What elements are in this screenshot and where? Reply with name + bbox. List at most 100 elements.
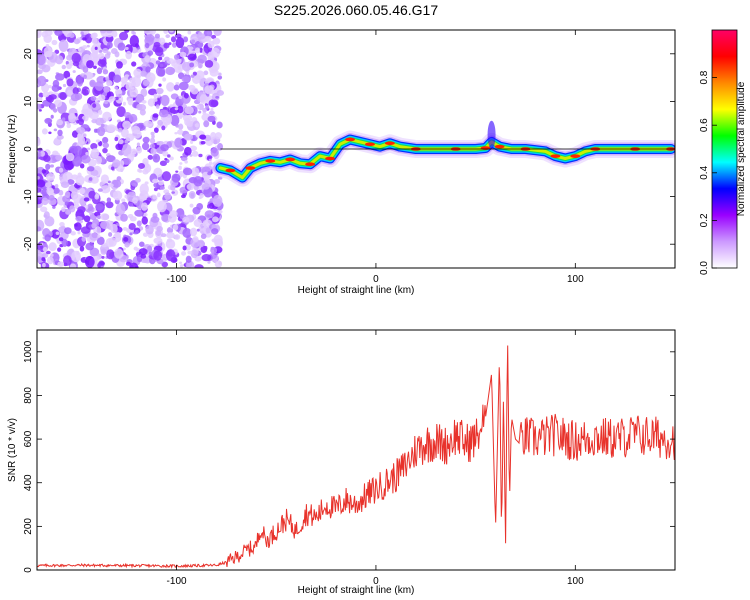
noise-blob xyxy=(161,125,166,131)
noise-blob xyxy=(37,151,42,158)
noise-blob xyxy=(216,121,223,129)
noise-blob xyxy=(162,150,169,157)
noise-blob xyxy=(61,64,67,70)
noise-blob xyxy=(102,47,109,54)
noise-blob xyxy=(66,89,73,96)
noise-blob xyxy=(83,197,90,202)
noise-blob xyxy=(171,191,176,194)
noise-blob xyxy=(52,187,60,194)
noise-blob xyxy=(172,224,179,231)
noise-blob xyxy=(160,233,167,238)
noise-blob xyxy=(94,194,100,200)
noise-blob xyxy=(81,236,87,242)
colorbar-tick-label: 0.6 xyxy=(699,118,710,132)
noise-blob xyxy=(153,187,158,192)
noise-blob xyxy=(155,104,160,109)
noise-blob xyxy=(150,216,160,223)
noise-blob xyxy=(164,192,172,200)
noise-blob xyxy=(115,222,120,226)
noise-blob xyxy=(186,71,190,76)
noise-blob xyxy=(46,256,54,265)
noise-blob xyxy=(85,242,95,251)
noise-blob xyxy=(90,176,99,184)
noise-blob xyxy=(102,69,109,75)
noise-blob xyxy=(150,147,157,155)
noise-blob xyxy=(198,110,202,114)
noise-blob xyxy=(178,81,189,91)
noise-blob xyxy=(207,204,211,209)
noise-blob xyxy=(57,247,62,252)
noise-blob xyxy=(135,177,141,183)
noise-blob xyxy=(149,143,156,149)
noise-blob xyxy=(79,163,85,169)
noise-blob xyxy=(112,191,118,198)
noise-blob xyxy=(131,30,135,35)
noise-blob xyxy=(37,169,42,174)
noise-blob xyxy=(210,132,217,139)
noise-blob xyxy=(41,128,48,135)
noise-blob xyxy=(182,228,192,238)
noise-blob xyxy=(143,30,154,35)
noise-blob xyxy=(138,193,147,202)
noise-blob xyxy=(207,155,213,160)
noise-blob xyxy=(201,254,212,262)
noise-blob xyxy=(91,52,99,59)
noise-blob xyxy=(214,132,222,140)
noise-blob xyxy=(66,78,74,87)
noise-blob xyxy=(197,239,205,248)
noise-blob xyxy=(127,97,134,106)
noise-blob xyxy=(114,248,124,259)
noise-blob xyxy=(150,131,155,136)
ridge-peak xyxy=(225,168,236,173)
noise-blob xyxy=(140,70,147,77)
noise-blob xyxy=(156,192,161,198)
noise-blob xyxy=(111,179,122,188)
noise-blob xyxy=(117,127,123,133)
noise-blob xyxy=(80,226,91,234)
noise-blob xyxy=(124,30,130,33)
noise-blob xyxy=(189,203,194,208)
noise-blob xyxy=(124,46,129,51)
noise-blob xyxy=(113,74,122,83)
snr-frame xyxy=(36,329,676,571)
noise-blob xyxy=(82,89,89,96)
noise-blob xyxy=(207,115,216,123)
noise-blob xyxy=(42,246,48,253)
noise-blob xyxy=(56,119,64,126)
noise-blob xyxy=(124,123,129,127)
noise-blob xyxy=(175,81,180,86)
noise-blob xyxy=(41,257,46,262)
noise-blob xyxy=(141,216,148,225)
colorbar-label: Normalized spectral amplitude xyxy=(736,81,747,216)
noise-blob xyxy=(208,161,213,166)
noise-blob xyxy=(200,140,206,145)
noise-blob xyxy=(136,142,141,147)
noise-blob xyxy=(199,94,208,104)
noise-blob xyxy=(174,132,178,135)
ridge-peak xyxy=(550,154,561,158)
noise-blob xyxy=(94,46,98,50)
noise-blob xyxy=(158,37,166,45)
noise-blob xyxy=(166,227,174,234)
noise-blob xyxy=(106,41,113,49)
noise-region xyxy=(37,30,225,268)
ridge-peak xyxy=(285,157,296,162)
noise-blob xyxy=(144,34,155,42)
noise-blob xyxy=(103,100,109,105)
noise-blob xyxy=(179,115,183,119)
noise-blob xyxy=(192,206,201,215)
noise-blob xyxy=(98,94,106,101)
noise-blob xyxy=(147,50,154,56)
noise-blob xyxy=(198,196,202,200)
noise-blob xyxy=(153,237,163,244)
noise-blob xyxy=(115,143,123,151)
noise-blob xyxy=(98,52,105,60)
noise-blob xyxy=(120,213,128,222)
noise-blob xyxy=(122,101,126,106)
noise-blob xyxy=(133,68,142,78)
noise-blob xyxy=(154,46,164,57)
noise-blob xyxy=(106,51,111,56)
noise-blob xyxy=(100,30,107,34)
noise-blob xyxy=(91,37,98,45)
noise-blob xyxy=(64,191,71,199)
